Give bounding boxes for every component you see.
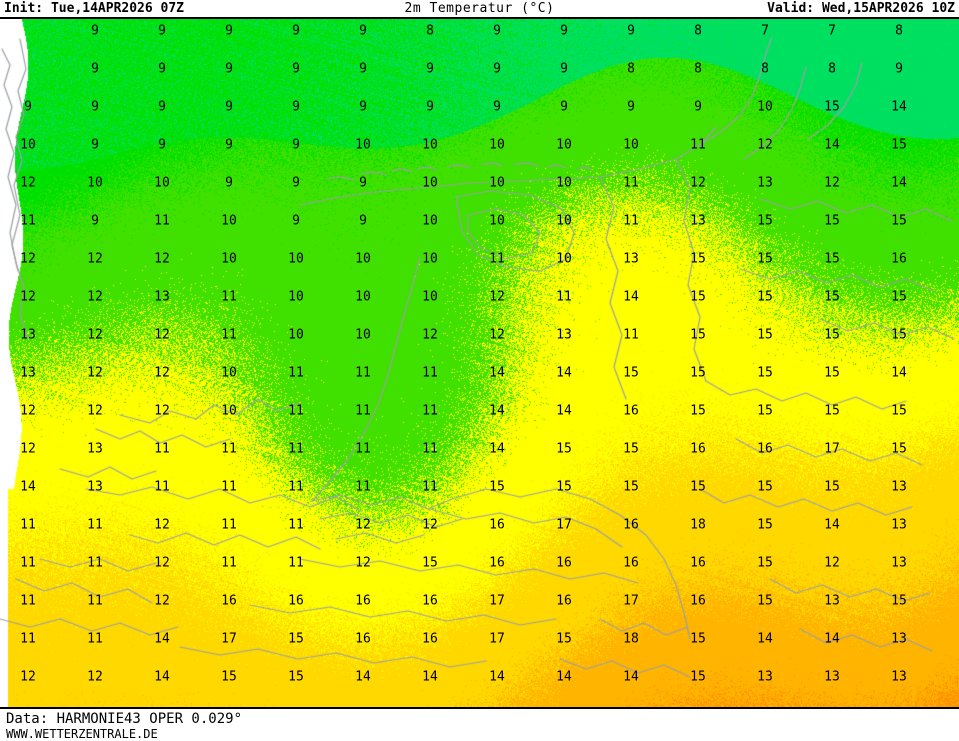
website-label: WWW.WETTERZENTRALE.DE	[6, 727, 158, 741]
data-source-label: Data: HARMONIE43 OPER 0.029°	[6, 711, 243, 727]
map-footer: Data: HARMONIE43 OPER 0.029° WWW.WETTERZ…	[0, 709, 959, 741]
temperature-heatmap-canvas	[0, 19, 959, 707]
page-title: 2m Temperatur (°C)	[404, 1, 555, 16]
map-frame: 9 9 9 9 9 8 9 9 9 8 7 7 8 9 9 9 9 9 9 9 9 8 8 8 8 9 9 9 9 9 9 9 9 9 9 9 9 10 1…	[0, 17, 959, 709]
map-header: Init: Tue,14APR2026 07Z 2m Temperatur (°…	[0, 0, 959, 17]
init-time-label: Init: Tue,14APR2026 07Z	[4, 1, 185, 16]
valid-time-label: Valid: Wed,15APR2026 10Z	[767, 1, 955, 16]
